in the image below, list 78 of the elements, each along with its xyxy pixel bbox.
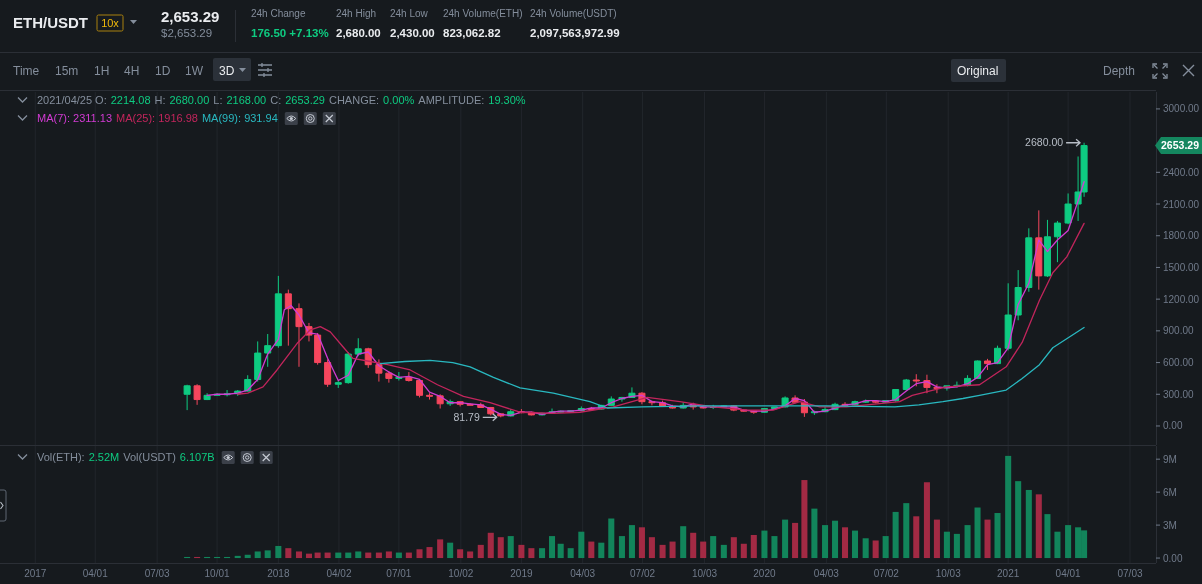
y-tick-label: 300.00 <box>1163 388 1195 400</box>
text: 2,430.00 <box>390 27 435 39</box>
annotation: 2680.00 <box>169 94 210 106</box>
annotation: 2653.29 <box>285 94 325 106</box>
annotation: 2680.00 <box>1025 136 1064 149</box>
y-tick-label: 3000.00 <box>1163 103 1200 115</box>
text: MA(7): 2311.13 <box>37 112 113 124</box>
y-tick-label: 600.00 <box>1163 357 1195 369</box>
text: 1W <box>185 64 204 78</box>
text: Time <box>13 64 40 78</box>
text: 4H <box>124 64 140 78</box>
text: MA(25): 1916.98 <box>116 112 198 124</box>
annotation: 2.52M <box>88 451 120 463</box>
annotation: 19.30% <box>488 94 526 106</box>
annotation: CHANGE: <box>328 94 380 106</box>
text: 2,653.29 <box>161 8 220 25</box>
x-tick-label: 07/01 <box>386 568 412 579</box>
annotation: 2021/04/25 O: <box>37 94 107 106</box>
y-tick-label: 1200.00 <box>1163 293 1200 305</box>
x-tick-label: 2019 <box>510 568 533 579</box>
x-tick-label: 07/02 <box>873 568 900 579</box>
text: 15m <box>55 64 79 78</box>
y-tick-label: 9M <box>1163 453 1177 465</box>
x-tick-label: 04/01 <box>1055 568 1082 579</box>
text: Original <box>957 64 999 78</box>
y-tick-label: 2653.29 <box>1161 139 1200 152</box>
annotation: L: <box>213 94 223 106</box>
x-tick-label: 04/03 <box>570 568 596 579</box>
x-tick-label: 10/03 <box>935 568 962 579</box>
x-tick-label: 2021 <box>997 568 1020 579</box>
text: 3D <box>219 64 235 78</box>
text: MA(99): 931.94 <box>201 112 278 124</box>
x-tick-label: 2018 <box>267 568 290 579</box>
x-tick-label: 10/03 <box>692 568 718 579</box>
annotation: Vol(ETH): <box>37 451 85 463</box>
x-tick-label: 04/03 <box>813 568 840 579</box>
x-tick-label: 10/02 <box>448 568 474 579</box>
text: ETH/USDT <box>13 14 88 31</box>
text: $2,653.29 <box>161 27 213 39</box>
y-tick-label: 3M <box>1163 519 1177 531</box>
text: Depth <box>1103 64 1136 78</box>
x-tick-label: 07/03 <box>1117 568 1143 579</box>
annotation: H: <box>154 94 166 106</box>
x-tick-label: 04/01 <box>82 568 109 579</box>
annotation: 0.00% <box>383 94 415 106</box>
text: 1H <box>94 64 110 78</box>
text: 24h Change <box>251 8 306 19</box>
x-tick-label: 2017 <box>24 568 47 579</box>
y-tick-label: 2100.00 <box>1163 198 1200 210</box>
y-tick-label: 0.00 <box>1163 420 1183 432</box>
annotation: 2214.08 <box>110 94 151 106</box>
annotation: AMPLITUDE: <box>418 94 485 106</box>
text: 823,062.82 <box>443 27 501 39</box>
x-tick-label: 04/02 <box>326 568 352 579</box>
annotation: Vol(USDT) <box>123 451 176 463</box>
y-tick-label: 2400.00 <box>1163 166 1200 178</box>
text: 24h Volume(USDT) <box>530 8 617 19</box>
annotation: 6.107B <box>179 451 215 463</box>
text: 1D <box>155 64 171 78</box>
y-tick-label: 1500.00 <box>1163 261 1200 273</box>
y-tick-label: 1800.00 <box>1163 230 1200 242</box>
text: 24h High <box>336 8 377 19</box>
y-tick-label: 6M <box>1163 486 1177 498</box>
text: 10x <box>101 17 120 29</box>
text: 176.50 +7.13% <box>251 27 329 39</box>
y-tick-label: 0.00 <box>1163 552 1183 564</box>
text: 2,680.00 <box>336 27 381 39</box>
y-tick-label: 900.00 <box>1163 325 1195 337</box>
text: 2,097,563,972.99 <box>530 27 620 39</box>
x-tick-label: 07/02 <box>630 568 656 579</box>
x-tick-label: 10/01 <box>204 568 231 579</box>
text: 24h Volume(ETH) <box>443 8 523 19</box>
text: 24h Low <box>390 8 429 19</box>
annotation: 81.79 <box>453 410 480 423</box>
x-tick-label: 07/03 <box>144 568 171 579</box>
annotation: 2168.00 <box>226 94 267 106</box>
annotation: C: <box>270 94 282 106</box>
x-tick-label: 2020 <box>753 568 777 579</box>
